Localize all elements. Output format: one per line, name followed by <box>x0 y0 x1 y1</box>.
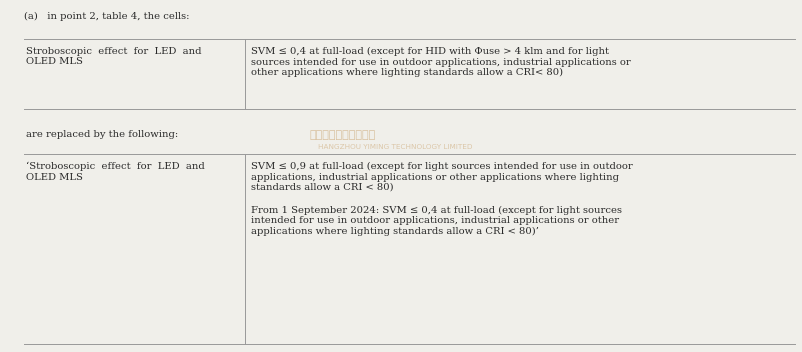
Text: HANGZHOU YIMING TECHNOLOGY LIMITED: HANGZHOU YIMING TECHNOLOGY LIMITED <box>318 144 472 150</box>
Text: SVM ≤ 0,9 at full-load (except for light sources intended for use in outdoor
app: SVM ≤ 0,9 at full-load (except for light… <box>250 162 632 192</box>
Text: Stroboscopic  effect  for  LED  and
OLED MLS: Stroboscopic effect for LED and OLED MLS <box>26 47 201 67</box>
Text: are replaced by the following:: are replaced by the following: <box>26 130 178 139</box>
Text: ‘Stroboscopic  effect  for  LED  and
OLED MLS: ‘Stroboscopic effect for LED and OLED ML… <box>26 162 205 182</box>
Text: SVM ≤ 0,4 at full-load (except for HID with Φuse > 4 klm and for light
sources i: SVM ≤ 0,4 at full-load (except for HID w… <box>250 47 630 77</box>
Text: 杭州翡明科技有限公司: 杭州翡明科技有限公司 <box>310 130 376 140</box>
Text: From 1 September 2024: SVM ≤ 0,4 at full-load (except for light sources
intended: From 1 September 2024: SVM ≤ 0,4 at full… <box>250 206 621 235</box>
Text: (a)   in point 2, table 4, the cells:: (a) in point 2, table 4, the cells: <box>24 12 189 21</box>
